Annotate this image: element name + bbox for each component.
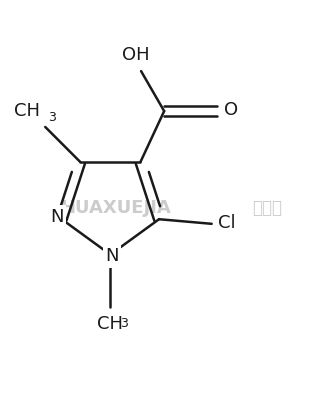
Text: HUAXUEJIA: HUAXUEJIA: [61, 200, 171, 217]
Text: 3: 3: [49, 111, 56, 124]
Text: Cl: Cl: [218, 214, 235, 232]
Text: N: N: [50, 207, 64, 226]
Text: CH: CH: [14, 102, 40, 121]
Text: O: O: [224, 102, 238, 119]
Text: CH: CH: [97, 315, 123, 333]
Text: 3: 3: [120, 318, 128, 330]
Text: 化学加: 化学加: [252, 200, 282, 217]
Text: N: N: [105, 247, 119, 265]
Text: OH: OH: [122, 46, 150, 64]
